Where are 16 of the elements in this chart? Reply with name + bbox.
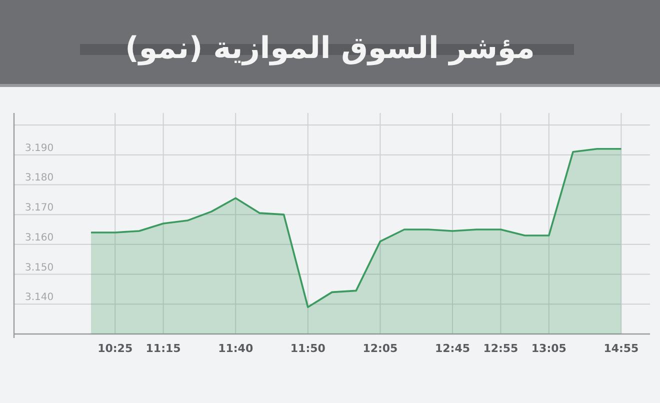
- y-tick-label: 3.150: [25, 262, 54, 274]
- x-tick-label: 11:15: [146, 342, 181, 355]
- y-tick-label: 3.180: [25, 172, 54, 184]
- x-tick-label: 13:05: [531, 342, 566, 355]
- x-tick-label: 11:40: [218, 342, 254, 355]
- y-tick-label: 3.140: [25, 292, 54, 304]
- y-tick-label: 3.190: [25, 142, 54, 154]
- x-tick-label: 10:25: [98, 342, 133, 355]
- x-tick-label: 12:45: [434, 342, 470, 355]
- y-tick-label: 3.160: [25, 232, 54, 244]
- x-tick-label: 12:55: [483, 342, 518, 355]
- y-tick-label: 3.170: [25, 202, 54, 214]
- x-tick-label: 12:05: [362, 342, 398, 355]
- x-tick-label: 14:55: [604, 342, 639, 355]
- x-tick-label: 11:50: [290, 342, 326, 355]
- chart-title: مؤشر السوق الموازية (نمو): [125, 31, 535, 66]
